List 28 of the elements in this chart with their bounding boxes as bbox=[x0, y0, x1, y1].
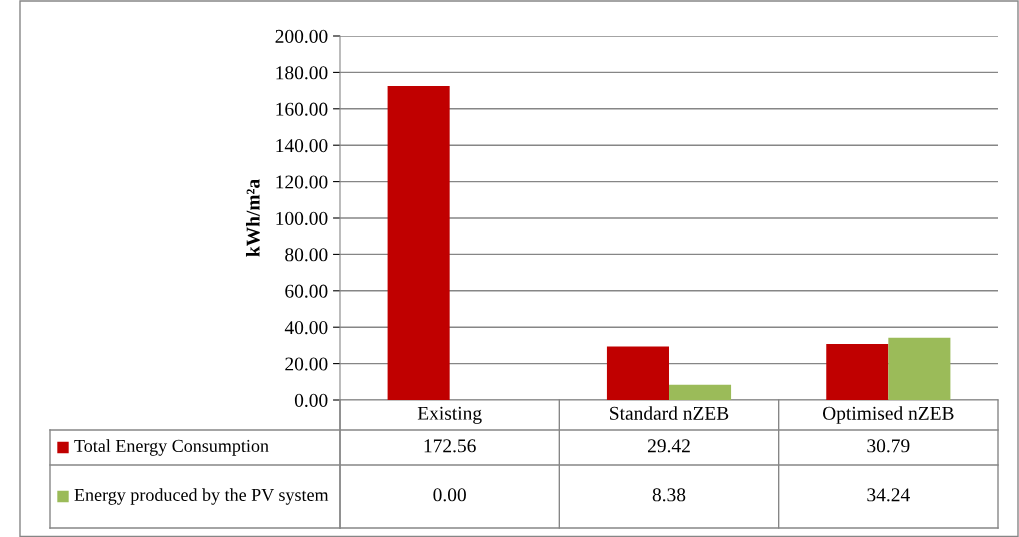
bar bbox=[387, 85, 450, 400]
legend-label: Energy produced by the PV system bbox=[74, 488, 329, 505]
data-label: 0.00 bbox=[433, 488, 466, 502]
y-tick-label: 120.00 bbox=[276, 175, 328, 189]
data-label: 30.79 bbox=[867, 439, 910, 453]
bar bbox=[826, 343, 889, 400]
x-tick-label: Existing bbox=[417, 406, 482, 424]
data-label: 34.24 bbox=[867, 488, 910, 502]
legend-label: Total Energy Consumption bbox=[74, 439, 269, 456]
y-tick-label: 160.00 bbox=[276, 102, 328, 116]
y-tick-label: 100.00 bbox=[276, 211, 328, 226]
bar bbox=[606, 346, 669, 400]
x-tick-label: Optimised nZEB bbox=[822, 406, 954, 424]
y-tick-label: 40.00 bbox=[284, 321, 328, 335]
data-label: 8.38 bbox=[652, 488, 686, 502]
y-tick-label: 140.00 bbox=[276, 139, 328, 153]
x-tick-label: Standard nZEB bbox=[610, 406, 729, 420]
y-axis-title: kWh/m²a bbox=[245, 179, 260, 257]
bar bbox=[888, 337, 951, 400]
y-tick-label: 180.00 bbox=[276, 66, 328, 80]
y-tick-label: 20.00 bbox=[285, 357, 328, 371]
y-tick-label: 0.00 bbox=[294, 393, 328, 408]
y-tick-label: 80.00 bbox=[285, 248, 328, 262]
y-tick-label: 60.00 bbox=[285, 284, 328, 298]
data-label: 29.42 bbox=[647, 439, 690, 453]
data-label: 172.56 bbox=[424, 439, 476, 453]
y-tick-label: 200.00 bbox=[275, 29, 328, 44]
bar bbox=[669, 384, 732, 400]
